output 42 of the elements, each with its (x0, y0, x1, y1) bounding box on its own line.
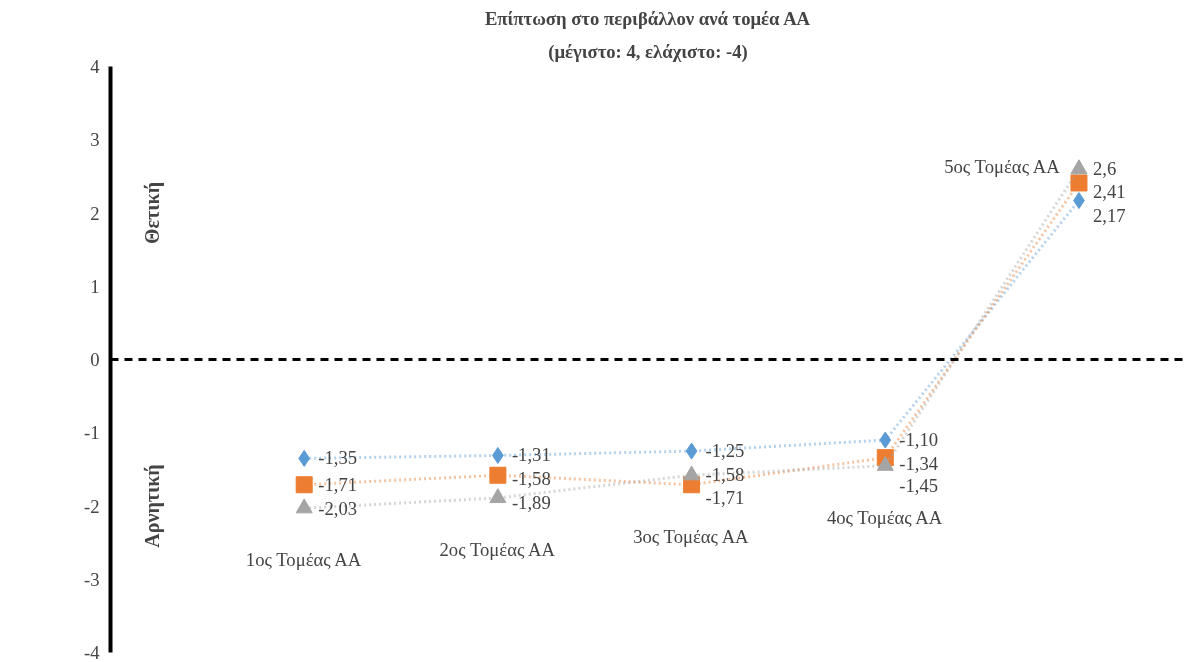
point (489, 466, 507, 484)
data-label: -2,03 (318, 497, 358, 519)
point (683, 465, 701, 481)
data-label: -1,71 (705, 487, 745, 509)
data-label: 2,17 (1092, 204, 1126, 226)
x-tick-label: 3ος Τομέας ΑΑ (633, 525, 750, 547)
point (298, 449, 311, 467)
data-label: 2,41 (1092, 181, 1126, 203)
data-label: 2,6 (1092, 158, 1117, 180)
y-tick-label: 3 (90, 129, 100, 151)
chart-title: Επίπτωση στο περιβάλλον ανά τομέα ΑΑ (484, 7, 811, 29)
data-label: -1,71 (318, 473, 358, 495)
point (295, 498, 313, 514)
point (879, 431, 892, 449)
y-tick-label: -2 (83, 495, 100, 517)
point (1070, 174, 1088, 192)
data-label: -1,45 (899, 475, 939, 497)
annotation: Αρνητική (140, 464, 164, 548)
y-tick-label: 2 (90, 202, 100, 224)
x-tick-label: 2ος Τομέας ΑΑ (439, 538, 556, 560)
y-tick-label: -1 (83, 422, 100, 444)
data-label: -1,58 (511, 468, 551, 490)
x-tick-label: 4ος Τομέας ΑΑ (826, 506, 943, 528)
point (489, 488, 507, 504)
y-tick-label: 1 (90, 275, 100, 297)
data-label: -1,25 (705, 440, 745, 462)
y-tick-label: 0 (90, 349, 100, 370)
point (295, 476, 313, 494)
x-tick-label: 5ος Τομέας ΑΑ (944, 156, 1061, 178)
annotation: Θετική (140, 182, 164, 244)
y-tick-label: -4 (83, 642, 101, 662)
data-label: -1,34 (899, 452, 939, 474)
x-tick-label: 1ος Τομέας ΑΑ (245, 549, 362, 571)
data-label: -1,89 (511, 492, 551, 514)
chart-subtitle: (μέγιστο: 4, ελάχιστο: -4) (548, 40, 748, 63)
y-tick-label: -3 (83, 568, 100, 590)
point (685, 442, 698, 460)
y-tick-label: 4 (90, 56, 101, 77)
data-label: -1,58 (705, 464, 745, 486)
data-label: -1,10 (899, 429, 939, 451)
data-label: -1,35 (318, 447, 358, 469)
data-label: -1,31 (511, 444, 551, 466)
